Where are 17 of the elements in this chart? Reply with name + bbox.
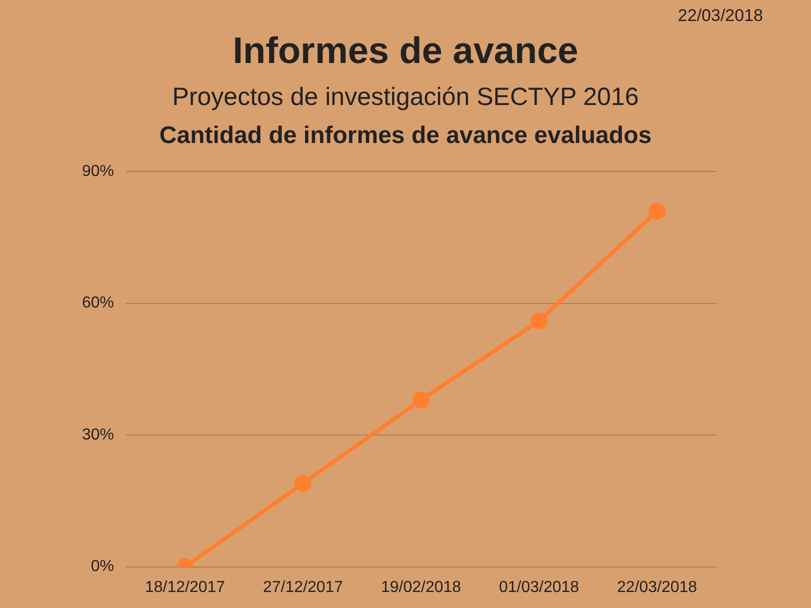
- text: Cantidad de informes de avance evaluados: [158, 122, 653, 150]
- text: 22/03/2018: [678, 6, 763, 26]
- point: [412, 391, 430, 408]
- point: [294, 474, 312, 492]
- point: [648, 202, 666, 220]
- chart-subtitle: Proyectos de investigación SECTYP 2016: [171, 83, 640, 112]
- y-tick-label: 60%: [82, 294, 114, 312]
- y-tick-label: 30%: [82, 426, 114, 444]
- x-tick-label: 22/03/2018: [616, 578, 698, 596]
- x-tick-label: 01/03/2018: [498, 578, 580, 596]
- x-tick-label: 19/02/2018: [380, 578, 462, 596]
- point: [530, 312, 548, 330]
- x-tick-label: 18/12/2017: [144, 578, 226, 596]
- y-tick-label: 90%: [82, 163, 114, 180]
- chart-title: Informes de avance: [232, 30, 580, 72]
- x-tick-label: 27/12/2017: [262, 578, 344, 596]
- y-tick-label: 0%: [90, 558, 114, 576]
